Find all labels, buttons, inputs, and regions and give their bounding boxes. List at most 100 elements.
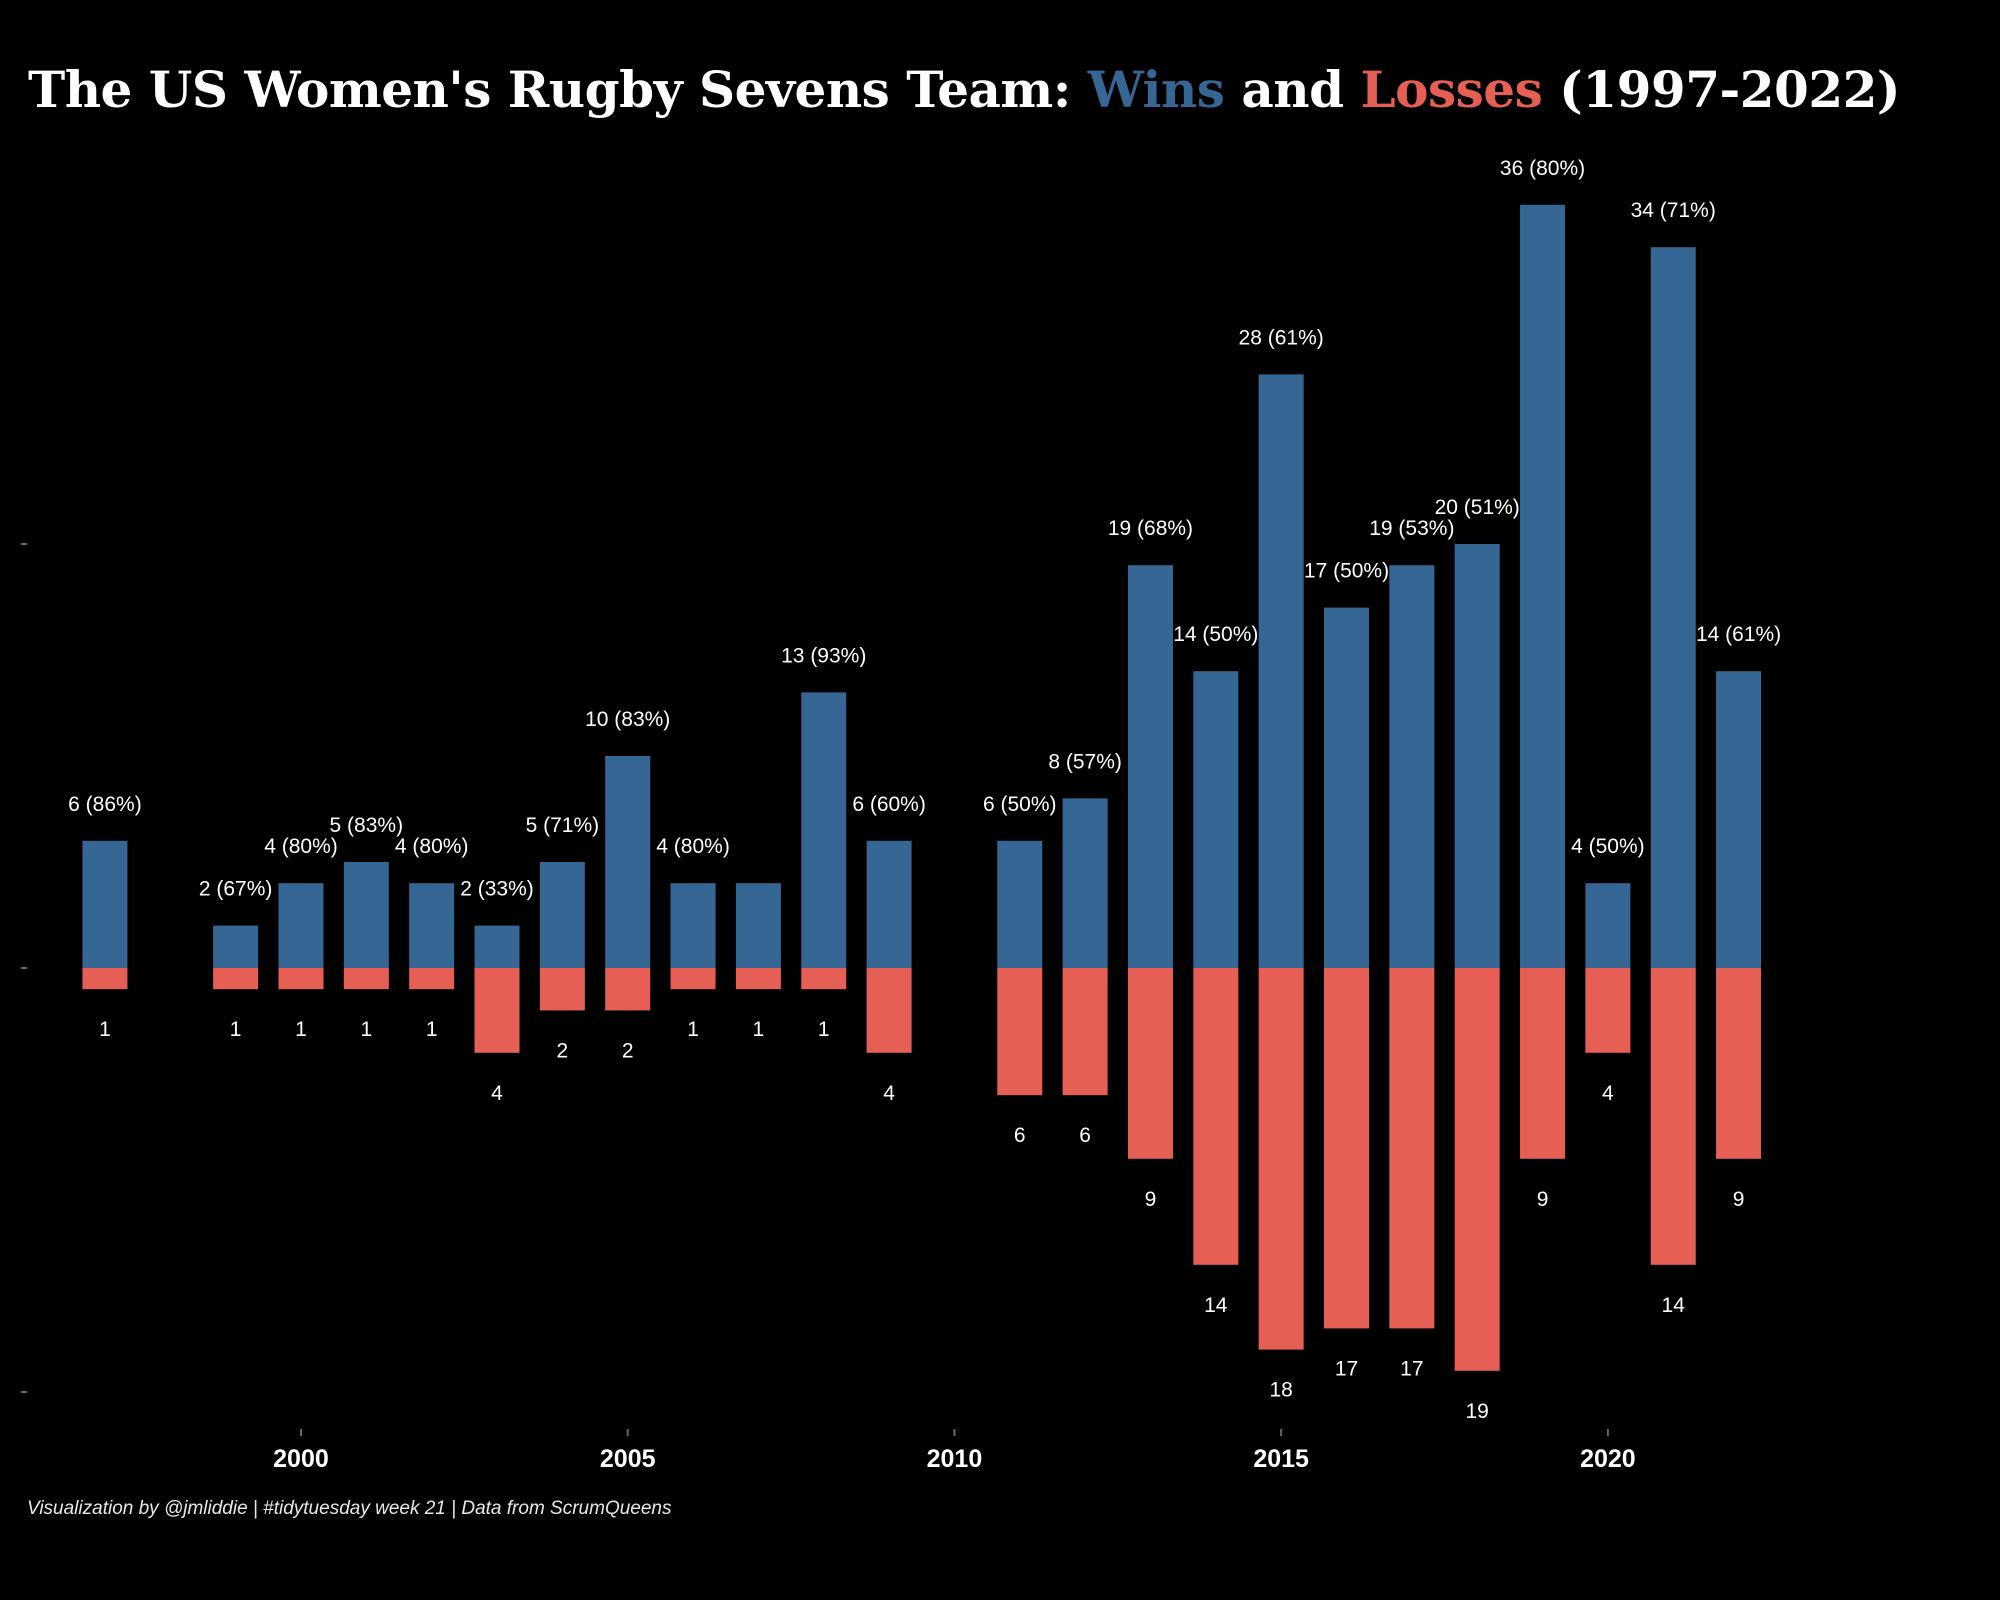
win-bar-2015 (1258, 374, 1304, 968)
loss-bar-2000 (278, 968, 324, 990)
loss-bar-2012 (1062, 968, 1108, 1096)
title-prefix: The US Women's Rugby Sevens Team: (28, 60, 1088, 119)
x-tick-label: 2020 (1580, 1445, 1636, 1473)
loss-bar-2019 (1520, 968, 1566, 1159)
loss-bar-2006 (670, 968, 716, 990)
win-bar-2007 (735, 883, 781, 968)
win-label-1997: 6 (86%) (68, 793, 142, 816)
win-label-2021: 34 (71%) (1631, 199, 1716, 222)
win-bar-2000 (278, 883, 324, 968)
win-bar-2020 (1585, 883, 1631, 968)
win-bar-2019 (1520, 204, 1566, 969)
win-label-2017: 19 (53%) (1369, 517, 1454, 540)
win-bar-2012 (1062, 798, 1108, 968)
loss-bar-1997 (82, 968, 128, 990)
loss-label-2022: 9 (1733, 1188, 1745, 1211)
loss-label-2001: 1 (360, 1018, 372, 1041)
loss-bar-2017 (1389, 968, 1435, 1329)
loss-bar-2016 (1324, 968, 1369, 1329)
win-label-2014: 14 (50%) (1173, 623, 1258, 646)
title-wins-word: Wins (1087, 60, 1225, 119)
win-label-1999: 2 (67%) (199, 878, 273, 901)
win-bar-2021 (1650, 247, 1696, 968)
title-suffix: (1997-2022) (1542, 60, 1901, 119)
loss-label-2018: 19 (1466, 1400, 1489, 1423)
win-bar-2006 (670, 883, 716, 968)
loss-bar-1999 (213, 968, 259, 990)
chart-title: The US Women's Rugby Sevens Team: Wins a… (28, 60, 1901, 119)
win-bar-2002 (409, 883, 455, 968)
win-label-2011: 6 (50%) (983, 793, 1057, 816)
x-tick-label: 2015 (1253, 1445, 1309, 1473)
loss-bar-2002 (409, 968, 455, 990)
win-bar-2011 (997, 840, 1043, 968)
loss-bar-2008 (801, 968, 847, 990)
loss-label-1997: 1 (99, 1018, 111, 1041)
x-tick-label: 2005 (600, 1445, 656, 1473)
win-bar-2022 (1716, 671, 1762, 968)
win-bar-2003 (474, 925, 520, 968)
win-label-2002: 4 (80%) (395, 835, 469, 858)
win-bar-2009 (866, 840, 912, 968)
win-label-2006: 4 (80%) (656, 835, 730, 858)
title-losses-word: Losses (1360, 60, 1543, 119)
loss-bar-2014 (1193, 968, 1239, 1265)
loss-bar-2009 (866, 968, 912, 1053)
win-label-2020: 4 (50%) (1571, 835, 1645, 858)
loss-label-2000: 1 (295, 1018, 307, 1041)
loss-bar-2005 (605, 968, 651, 1011)
win-bar-2001 (343, 862, 389, 968)
x-tick-label: 2010 (927, 1445, 983, 1473)
loss-bar-2003 (474, 968, 520, 1053)
loss-label-2021: 14 (1662, 1294, 1686, 1317)
loss-bar-2022 (1716, 968, 1762, 1159)
loss-bar-2015 (1258, 968, 1304, 1350)
loss-bar-2021 (1650, 968, 1696, 1265)
loss-label-2012: 6 (1079, 1124, 1091, 1147)
loss-bar-2001 (343, 968, 389, 990)
loss-label-2003: 4 (491, 1082, 503, 1105)
loss-label-2013: 9 (1145, 1188, 1157, 1211)
win-label-2022: 14 (61%) (1696, 623, 1781, 646)
win-label-2013: 19 (68%) (1108, 517, 1193, 540)
loss-label-2008: 1 (818, 1018, 830, 1041)
loss-bar-2020 (1585, 968, 1631, 1053)
win-bar-2004 (539, 862, 585, 968)
win-bar-1999 (213, 925, 259, 968)
loss-label-2015: 18 (1269, 1379, 1292, 1402)
win-bar-2016 (1324, 607, 1369, 968)
win-label-2009: 6 (60%) (852, 793, 926, 816)
win-label-2003: 2 (33%) (460, 878, 534, 901)
loss-bar-2011 (997, 968, 1043, 1096)
win-bar-1997 (82, 840, 128, 968)
loss-label-2017: 17 (1400, 1357, 1423, 1380)
win-bar-2008 (801, 692, 847, 968)
win-bar-2005 (605, 756, 651, 968)
caption: Visualization by @jmliddie | #tidytuesda… (27, 1498, 672, 1519)
loss-label-2004: 2 (557, 1039, 569, 1062)
win-label-2018: 20 (51%) (1435, 496, 1520, 519)
win-label-2019: 36 (80%) (1500, 157, 1585, 180)
win-bar-2014 (1193, 671, 1239, 968)
loss-label-2019: 9 (1537, 1188, 1549, 1211)
loss-label-2009: 4 (883, 1082, 895, 1105)
win-label-2012: 8 (57%) (1048, 750, 1122, 773)
win-label-2001: 5 (83%) (330, 814, 404, 837)
loss-bar-2013 (1127, 968, 1173, 1159)
loss-label-2014: 14 (1204, 1294, 1228, 1317)
loss-label-2006: 1 (687, 1018, 699, 1041)
x-tick-label: 2000 (273, 1445, 329, 1473)
title-middle: and (1224, 60, 1361, 119)
loss-bar-2004 (539, 968, 585, 1011)
loss-label-2020: 4 (1602, 1082, 1614, 1105)
win-bar-2018 (1454, 544, 1500, 968)
loss-label-2005: 2 (622, 1039, 634, 1062)
loss-label-2002: 1 (426, 1018, 438, 1041)
win-label-2005: 10 (83%) (585, 708, 670, 731)
win-bar-2017 (1389, 565, 1435, 968)
win-label-2008: 13 (93%) (781, 644, 866, 667)
win-label-2000: 4 (80%) (264, 835, 338, 858)
win-label-2015: 28 (61%) (1239, 326, 1324, 349)
win-label-2016: 17 (50%) (1304, 560, 1389, 583)
